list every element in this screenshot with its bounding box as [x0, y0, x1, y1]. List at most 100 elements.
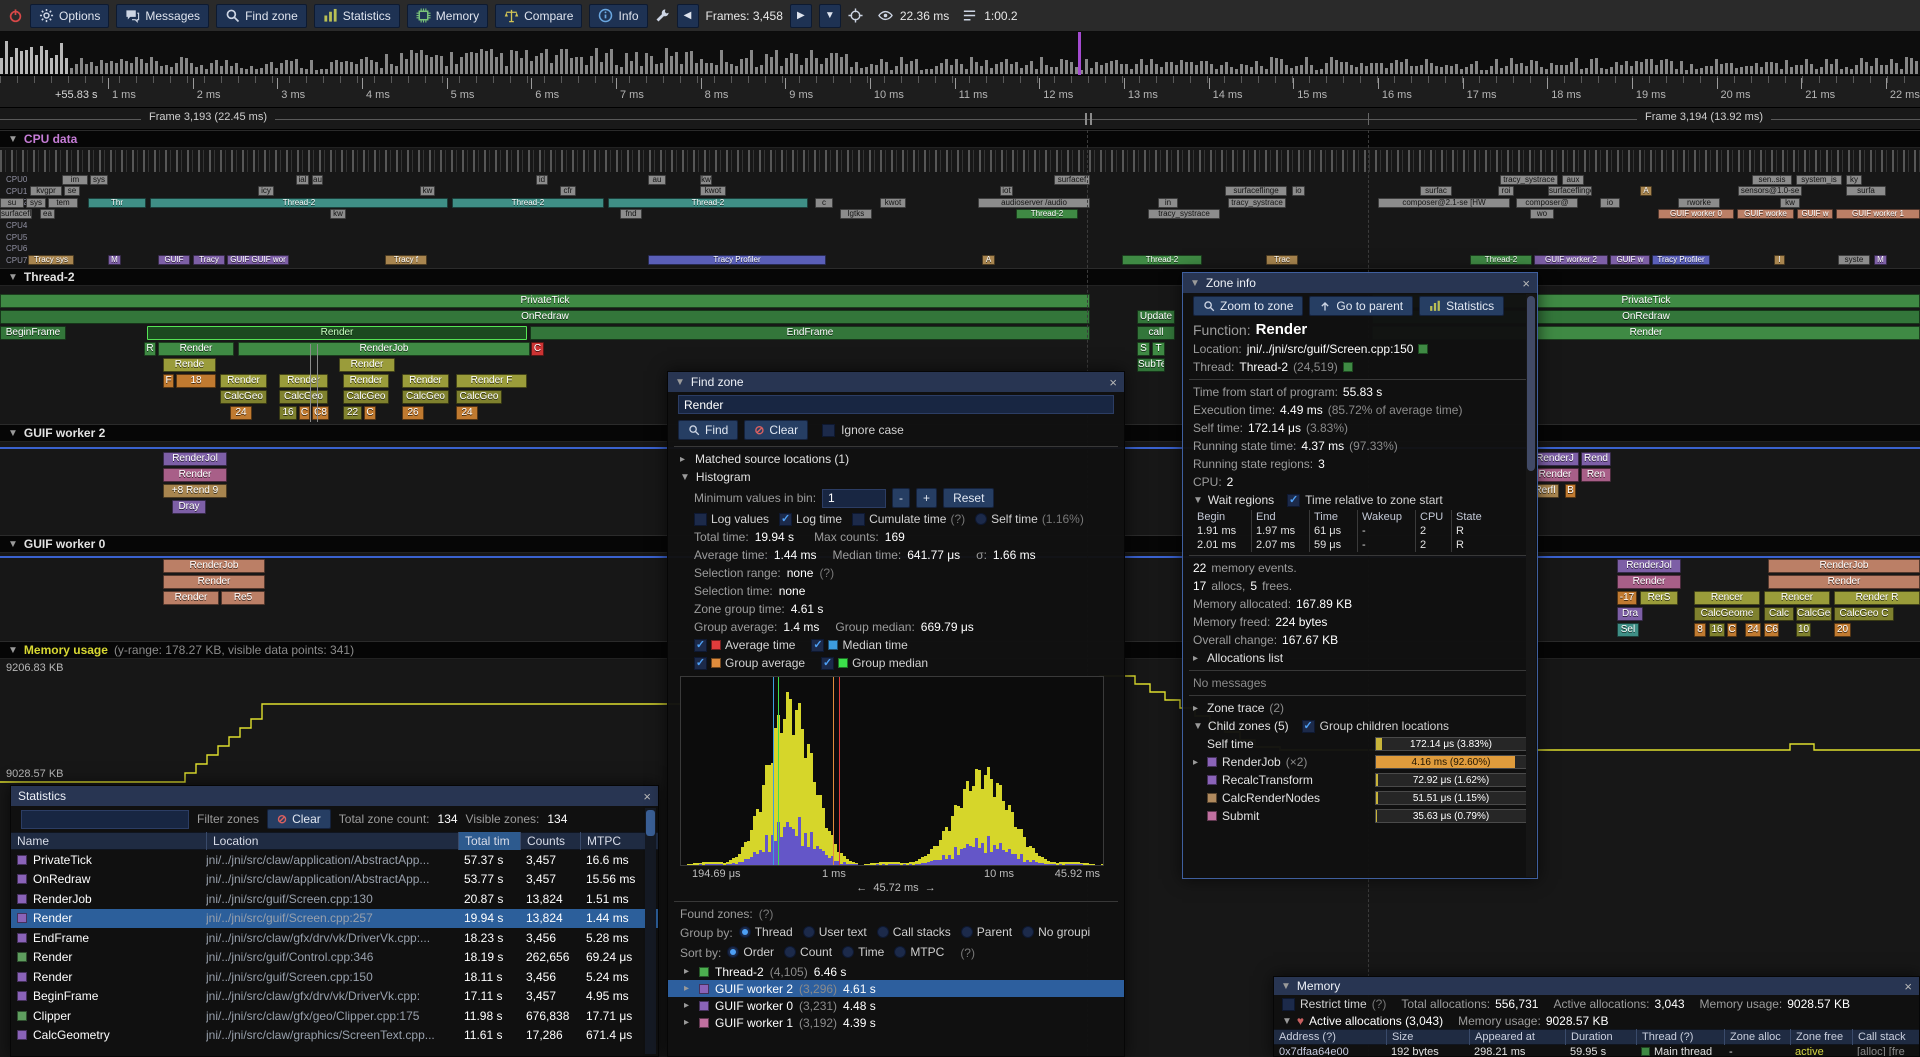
- frame-minimap[interactable]: [0, 32, 1920, 76]
- zone[interactable]: C: [364, 406, 376, 420]
- legend-median-time[interactable]: ✓ Median time: [811, 638, 908, 652]
- radio-group-by-2[interactable]: Call stacks: [876, 925, 951, 939]
- wrench-icon[interactable]: [655, 8, 670, 23]
- cpu-zone[interactable]: Trac: [1266, 255, 1298, 265]
- cpu-zone[interactable]: sys: [26, 197, 46, 208]
- memory-column-7[interactable]: Call stack: [1852, 1029, 1912, 1045]
- close-icon[interactable]: ×: [1522, 275, 1530, 291]
- cpu-zone[interactable]: Thread-2: [452, 197, 604, 208]
- log-values-checkbox[interactable]: [694, 512, 707, 526]
- memory-column-0[interactable]: Address (?): [1279, 1031, 1336, 1043]
- zone[interactable]: RenderJob: [1768, 559, 1920, 573]
- zone[interactable]: CalcGeo: [1796, 607, 1832, 621]
- found-zone-group[interactable]: ▸ Thread-2 (4,105) 6.46 s: [684, 964, 847, 979]
- zone[interactable]: Render: [158, 342, 234, 356]
- memory-column-4[interactable]: Thread (?): [1636, 1029, 1724, 1045]
- bin-decrease-button[interactable]: -: [892, 488, 911, 508]
- zone[interactable]: C: [1727, 623, 1737, 637]
- cpu-zone[interactable]: se: [64, 186, 80, 196]
- zone[interactable]: +8 Rend 9: [163, 484, 227, 498]
- cpu-zone[interactable]: au: [312, 174, 323, 185]
- radio-sort-by-3[interactable]: MTPC: [894, 945, 944, 959]
- cpu-zone[interactable]: kw: [420, 186, 435, 196]
- legend-group-average[interactable]: ✓ Group average: [694, 656, 806, 670]
- cpu-zone[interactable]: iot: [1000, 186, 1013, 196]
- zone[interactable]: Render: [163, 468, 227, 482]
- zone[interactable]: EndFrame: [530, 326, 1090, 340]
- zone[interactable]: Rencer: [1694, 591, 1760, 605]
- frame-bar[interactable]: Frame 3,193 (22.45 ms) Frame 3,194 (13.9…: [0, 108, 1920, 130]
- frame-label-left[interactable]: Frame 3,193 (22.45 ms): [141, 111, 275, 123]
- cpu-zone[interactable]: M: [108, 255, 121, 265]
- cumulate-time-checkbox[interactable]: [852, 512, 866, 526]
- zone[interactable]: Render F: [456, 374, 527, 388]
- zone[interactable]: Rend: [1581, 452, 1611, 466]
- statistics-window-titlebar[interactable]: Statistics ×: [11, 786, 658, 806]
- child-zone-row[interactable]: Self time 172.14 μs (3.83%): [1183, 735, 1537, 753]
- stats-row[interactable]: Render jni/../jni/src/guif/Screen.cpp:150…: [11, 967, 658, 987]
- stats-column-0[interactable]: Name: [17, 834, 50, 848]
- matched-source-locations-toggle[interactable]: ▸ Matched source locations (1): [680, 452, 850, 466]
- cpu-zone[interactable]: tracy_systrace: [1148, 209, 1220, 219]
- go-to-parent-button[interactable]: Go to parent: [1309, 296, 1414, 316]
- zone[interactable]: SubTe: [1137, 358, 1165, 372]
- cpu-zone[interactable]: kw: [700, 174, 712, 185]
- cpu-zone[interactable]: Tracy sys: [28, 255, 74, 265]
- cpu-zone[interactable]: wo: [1530, 209, 1554, 219]
- zone[interactable]: CalcGeo: [456, 390, 502, 404]
- find-zone-search-input[interactable]: [678, 395, 1114, 414]
- zone[interactable]: Render: [163, 591, 219, 605]
- cpu-zone[interactable]: tracy_systrace: [1228, 197, 1286, 208]
- zone[interactable]: C6: [1764, 623, 1779, 637]
- stats-row[interactable]: BeginFrame jni/../jni/src/claw/gfx/drv/vk…: [11, 987, 658, 1007]
- zone[interactable]: OnRedraw: [0, 310, 1090, 324]
- zone[interactable]: RenderJol: [163, 452, 227, 466]
- cpu-zone[interactable]: surfacef: [1054, 174, 1090, 185]
- cpu-zone[interactable]: Thread-2: [150, 197, 448, 208]
- zone[interactable]: 20: [1834, 623, 1851, 637]
- stats-row[interactable]: Render jni/../jni/src/guif/Control.cpp:34…: [11, 948, 658, 968]
- radio-group-by-3[interactable]: Parent: [960, 925, 1012, 939]
- cpu-zone[interactable]: Tracy Profiler: [1652, 255, 1710, 265]
- statistics-button[interactable]: Statistics: [1419, 296, 1505, 316]
- stats-row[interactable]: CalcGeometry jni/../jni/src/claw/graphics…: [11, 1026, 658, 1046]
- zone[interactable]: Calc: [1764, 607, 1794, 621]
- zone[interactable]: Update: [1137, 310, 1175, 324]
- zone[interactable]: CalcGeo: [220, 390, 267, 404]
- cpu-zone[interactable]: surfac: [1420, 186, 1452, 196]
- radio-group-by-4[interactable]: No groupi: [1022, 925, 1090, 939]
- zone[interactable]: 24: [1745, 623, 1761, 637]
- zone[interactable]: 24: [230, 406, 252, 420]
- stats-column-1[interactable]: Location: [206, 832, 458, 850]
- zone[interactable]: Render R: [1834, 591, 1920, 605]
- zone[interactable]: CalcGeome: [1694, 607, 1760, 621]
- power-icon[interactable]: [8, 8, 23, 23]
- memory-column-5[interactable]: Zone alloc: [1724, 1029, 1790, 1045]
- cpu-zone[interactable]: GUIF worker 2: [1534, 255, 1608, 265]
- cpu-zone[interactable]: composer@2.1-se [HW: [1378, 197, 1510, 208]
- cpu-zone[interactable]: syste: [1838, 255, 1870, 265]
- zone-trace-toggle[interactable]: ▸ Zone trace (2): [1193, 701, 1285, 715]
- zone[interactable]: Render: [343, 374, 389, 388]
- zone[interactable]: Render: [220, 374, 267, 388]
- stats-column-4[interactable]: MTPC: [580, 832, 644, 850]
- close-icon[interactable]: ×: [1904, 978, 1912, 994]
- child-zone-row[interactable]: CalcRenderNodes 51.51 μs (1.15%): [1183, 789, 1537, 807]
- cpu-zone[interactable]: kwot: [880, 197, 906, 208]
- cpu-zone[interactable]: Thread-2: [608, 197, 808, 208]
- frame-label-right[interactable]: Frame 3,194 (13.92 ms): [1637, 111, 1771, 123]
- cpu-zone[interactable]: composer@: [1516, 197, 1578, 208]
- zone[interactable]: CalcGeo: [402, 390, 449, 404]
- zone[interactable]: T: [1152, 342, 1165, 356]
- stats-row[interactable]: PrivateTick jni/../jni/src/claw/applicati…: [11, 850, 658, 870]
- next-frame-button[interactable]: ▶: [789, 3, 812, 28]
- zone[interactable]: 16: [279, 406, 297, 420]
- min-bin-input[interactable]: [822, 488, 887, 508]
- cpu-zone[interactable]: Thr: [88, 197, 146, 208]
- cpu-zone[interactable]: cfr: [560, 186, 576, 196]
- toolbar-button-options[interactable]: Options: [30, 3, 110, 28]
- zone[interactable]: Rencer: [1764, 591, 1830, 605]
- zone[interactable]: Render: [402, 374, 449, 388]
- cpu-zone[interactable]: id: [536, 174, 548, 185]
- ignore-case-checkbox[interactable]: [822, 423, 836, 437]
